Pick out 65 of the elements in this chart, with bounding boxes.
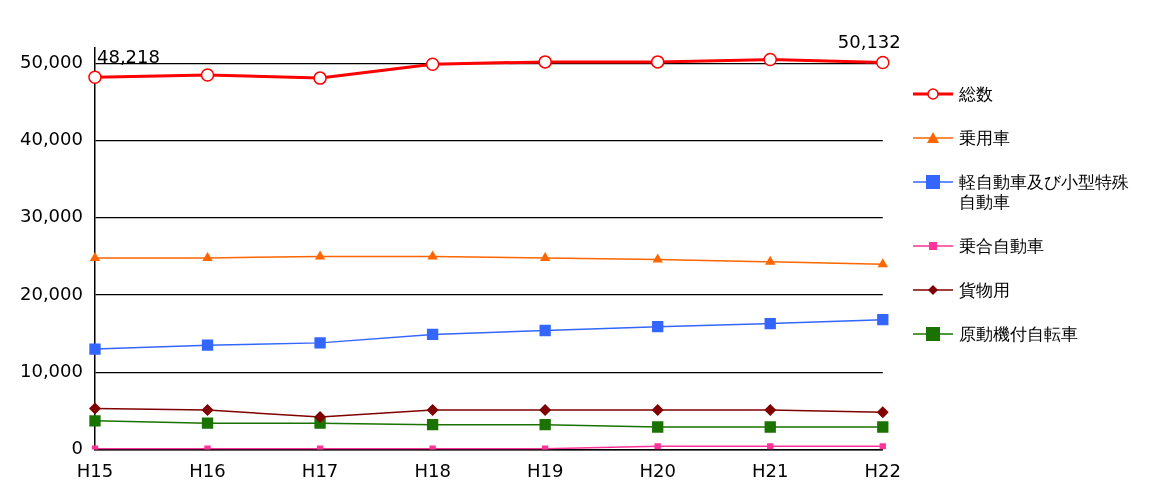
point — [877, 421, 889, 433]
point — [538, 55, 552, 69]
point — [764, 421, 776, 433]
legend-label: 原動機付自転車 — [959, 324, 1079, 344]
point — [426, 404, 439, 417]
point — [652, 321, 664, 333]
data-label: 48,218 — [96, 45, 160, 67]
y-tick-label: 30,000 — [20, 205, 83, 227]
x-tick-label: H15 — [76, 459, 114, 481]
point — [200, 68, 215, 82]
point — [763, 52, 777, 67]
legend-label: 総数 — [959, 84, 994, 104]
point — [425, 57, 440, 71]
point — [879, 443, 886, 450]
x-tick-label: H19 — [526, 459, 564, 481]
point — [202, 251, 213, 261]
x-tick-label: H20 — [639, 459, 676, 481]
point — [426, 419, 439, 431]
x-tick-label: H17 — [301, 459, 339, 481]
y-tick-label: 0 — [71, 437, 83, 459]
y-tick-label: 40,000 — [20, 128, 83, 150]
data-label: 50,132 — [837, 31, 901, 53]
point — [876, 406, 889, 419]
point — [654, 443, 661, 450]
point — [767, 443, 774, 450]
point — [88, 70, 102, 84]
point — [201, 339, 214, 351]
point — [876, 55, 890, 70]
point — [89, 251, 101, 261]
y-tick-label: 50,000 — [20, 51, 83, 73]
point — [539, 404, 552, 417]
point — [877, 258, 888, 268]
point — [539, 251, 551, 261]
point — [314, 337, 326, 349]
point — [426, 328, 439, 341]
x-tick-label: H22 — [864, 459, 902, 481]
point — [313, 71, 327, 85]
point — [201, 404, 214, 417]
point — [314, 410, 327, 423]
point — [204, 445, 211, 450]
point — [89, 415, 101, 427]
legend-label: 貨物用 — [959, 280, 1011, 300]
point — [539, 419, 551, 431]
x-tick-label: H16 — [189, 459, 226, 481]
point — [764, 317, 776, 330]
x-tick-label: H21 — [752, 459, 789, 481]
point — [650, 55, 665, 69]
legend-label: 乗合自動車 — [959, 236, 1045, 256]
point — [201, 417, 214, 429]
point — [539, 324, 551, 337]
point — [651, 404, 664, 417]
point — [89, 343, 101, 355]
legend-label: 軽自動車及び小型特殊自動車 — [959, 172, 1130, 212]
point — [652, 421, 664, 433]
point — [652, 253, 663, 263]
point — [429, 445, 436, 450]
point — [764, 404, 777, 417]
y-tick-label: 20,000 — [20, 282, 83, 304]
y-tick-label: 10,000 — [20, 359, 83, 381]
legend-label: 乗用車 — [959, 128, 1011, 148]
point — [314, 250, 326, 260]
point — [88, 402, 101, 415]
x-tick-label: H18 — [414, 459, 451, 481]
point — [765, 255, 776, 265]
point — [877, 314, 889, 326]
